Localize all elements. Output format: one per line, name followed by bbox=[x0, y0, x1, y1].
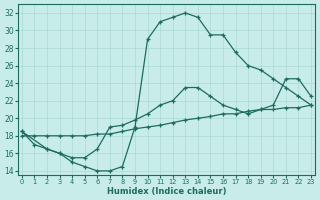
X-axis label: Humidex (Indice chaleur): Humidex (Indice chaleur) bbox=[107, 187, 226, 196]
